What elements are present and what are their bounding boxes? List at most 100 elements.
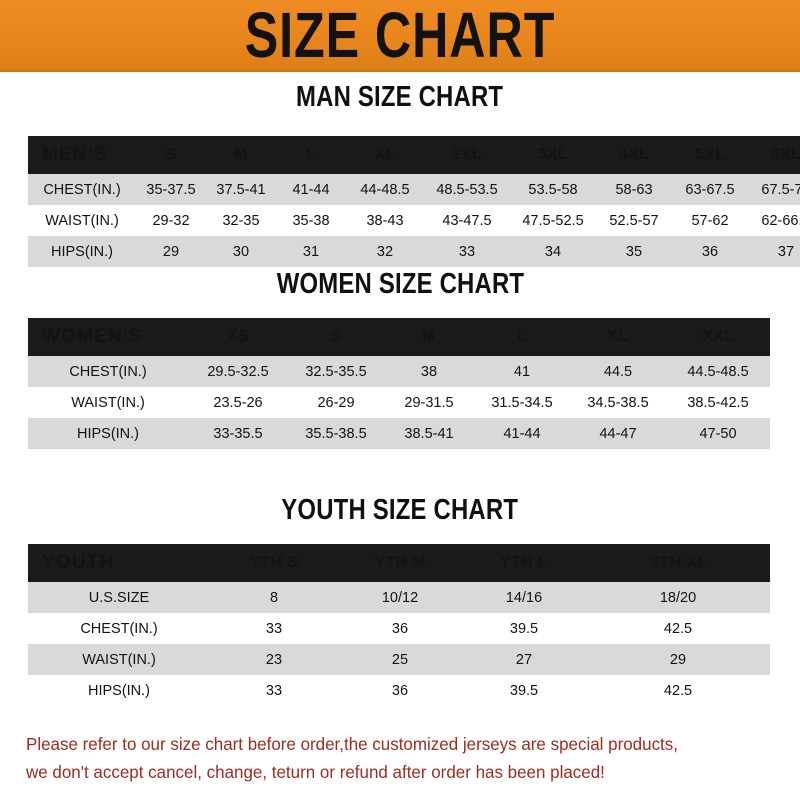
men-hips-3: 32 <box>376 243 394 260</box>
men-waist-3: 38-43 <box>366 212 404 229</box>
table-row: U.S.SIZE 8 10/12 14/16 18/20 <box>28 582 770 613</box>
youth-size-col-1: YTH M <box>374 554 426 571</box>
women-waist-0: 23.5-26 <box>213 394 263 411</box>
youth-hips-0: 33 <box>265 682 283 699</box>
men-hips-2: 31 <box>302 243 320 260</box>
men-hips-6: 35 <box>625 243 643 260</box>
table-row: CHEST(IN.) 29.5-32.5 32.5-35.5 38 41 44.… <box>28 356 770 387</box>
women-hips-3: 41-44 <box>503 425 541 442</box>
youth-chest-0: 33 <box>265 620 283 637</box>
youth-ussize-3: 18/20 <box>659 589 697 606</box>
men-label-header: MEN'S <box>42 144 108 165</box>
youth-ussize-0: 8 <box>269 589 279 606</box>
women-size-col-2: M <box>422 328 436 345</box>
men-hips-7: 36 <box>701 243 719 260</box>
women-hips-5: 47-50 <box>699 425 737 442</box>
section-heading-women-text: WOMEN SIZE CHART <box>276 266 524 300</box>
women-label-header: WOMEN'S <box>42 326 143 347</box>
table-header-row: MEN'S S M L XL 2XL 3XL 4XL 5XL 6XL <box>28 136 800 174</box>
youth-hips-1: 36 <box>391 682 409 699</box>
men-waist-2: 35-38 <box>292 212 330 229</box>
women-size-col-1: S <box>330 328 342 345</box>
men-row-label-chest: CHEST(IN.) <box>43 181 121 198</box>
women-chest-4: 44.5 <box>603 363 633 380</box>
youth-size-col-3: YTH XL <box>648 554 708 571</box>
youth-ussize-1: 10/12 <box>381 589 419 606</box>
footer-disclaimer: Please refer to our size chart before or… <box>26 730 786 786</box>
section-heading-men-text: MAN SIZE CHART <box>296 79 504 113</box>
women-size-col-3: L <box>516 328 528 345</box>
youth-row-label-waist: WAIST(IN.) <box>82 651 156 668</box>
youth-chest-1: 36 <box>391 620 409 637</box>
women-hips-4: 44-47 <box>599 425 637 442</box>
women-size-col-4: XL <box>607 328 629 345</box>
men-size-col-8: 6XL <box>770 146 800 163</box>
youth-ussize-2: 14/16 <box>505 589 543 606</box>
men-size-col-4: 2XL <box>451 146 483 163</box>
section-heading-men: MAN SIZE CHART <box>0 79 800 113</box>
men-size-col-5: 3XL <box>537 146 569 163</box>
men-row-label-hips: HIPS(IN.) <box>50 243 114 260</box>
youth-waist-2: 27 <box>515 651 533 668</box>
women-hips-1: 35.5-38.5 <box>305 425 367 442</box>
men-waist-6: 52.5-57 <box>609 212 659 229</box>
men-chest-0: 35-37.5 <box>146 181 196 198</box>
men-hips-8: 37 <box>777 243 795 260</box>
youth-waist-3: 29 <box>669 651 687 668</box>
women-chest-5: 44.5-48.5 <box>687 363 749 380</box>
footer-disclaimer-line-1: Please refer to our size chart before or… <box>26 734 678 754</box>
men-row-label-waist: WAIST(IN.) <box>45 212 119 229</box>
women-chest-1: 32.5-35.5 <box>305 363 367 380</box>
men-size-table: MEN'S S M L XL 2XL 3XL 4XL 5XL 6XL CHEST… <box>28 136 800 267</box>
women-waist-3: 31.5-34.5 <box>491 394 553 411</box>
table-row: WAIST(IN.) 23 25 27 29 <box>28 644 770 675</box>
men-chest-8: 67.5-72 <box>761 181 800 198</box>
men-chest-4: 48.5-53.5 <box>436 181 498 198</box>
women-chest-0: 29.5-32.5 <box>207 363 269 380</box>
men-size-col-0: S <box>165 146 177 163</box>
section-heading-youth: YOUTH SIZE CHART <box>0 492 800 526</box>
youth-chest-2: 39.5 <box>509 620 539 637</box>
table-row: HIPS(IN.) 33 36 39.5 42.5 <box>28 675 770 706</box>
section-heading-women: WOMEN SIZE CHART <box>0 266 800 300</box>
men-chest-3: 44-48.5 <box>360 181 410 198</box>
youth-size-col-0: YTH S <box>249 554 299 571</box>
women-waist-4: 34.5-38.5 <box>587 394 649 411</box>
youth-waist-0: 23 <box>265 651 283 668</box>
men-waist-8: 62-66.5 <box>761 212 800 229</box>
table-row: HIPS(IN.) 33-35.5 35.5-38.5 38.5-41 41-4… <box>28 418 770 449</box>
women-row-label-hips: HIPS(IN.) <box>76 425 140 442</box>
youth-size-col-2: YTH L <box>500 554 548 571</box>
women-chest-3: 41 <box>513 363 531 380</box>
men-hips-4: 33 <box>458 243 476 260</box>
women-row-label-waist: WAIST(IN.) <box>71 394 145 411</box>
men-chest-6: 58-63 <box>615 181 653 198</box>
table-row: WAIST(IN.) 29-32 32-35 35-38 38-43 43-47… <box>28 205 800 236</box>
youth-row-label-us-size: U.S.SIZE <box>88 589 150 606</box>
youth-row-label-chest: CHEST(IN.) <box>80 620 158 637</box>
table-header-row: WOMEN'S XS S M L XL XXL <box>28 318 770 356</box>
men-hips-1: 30 <box>232 243 250 260</box>
men-waist-0: 29-32 <box>152 212 190 229</box>
men-size-col-7: 5XL <box>694 146 726 163</box>
women-chest-2: 38 <box>420 363 438 380</box>
women-hips-2: 38.5-41 <box>404 425 454 442</box>
men-chest-2: 41-44 <box>292 181 330 198</box>
youth-hips-2: 39.5 <box>509 682 539 699</box>
women-size-col-5: XXL <box>701 328 735 345</box>
men-waist-5: 47.5-52.5 <box>522 212 584 229</box>
men-size-col-3: XL <box>374 146 396 163</box>
men-chest-7: 63-67.5 <box>685 181 735 198</box>
youth-hips-3: 42.5 <box>663 682 693 699</box>
footer-disclaimer-line-2: we don't accept cancel, change, teturn o… <box>26 762 605 782</box>
men-waist-1: 32-35 <box>222 212 260 229</box>
women-row-label-chest: CHEST(IN.) <box>69 363 147 380</box>
women-size-col-0: XS <box>227 328 249 345</box>
table-row: HIPS(IN.) 29 30 31 32 33 34 35 36 37 <box>28 236 800 267</box>
page-title: SIZE CHART <box>244 0 556 72</box>
men-chest-5: 53.5-58 <box>528 181 578 198</box>
men-hips-0: 29 <box>162 243 180 260</box>
table-row: WAIST(IN.) 23.5-26 26-29 29-31.5 31.5-34… <box>28 387 770 418</box>
youth-label-header: YOUTH <box>42 552 115 573</box>
women-waist-2: 29-31.5 <box>404 394 454 411</box>
